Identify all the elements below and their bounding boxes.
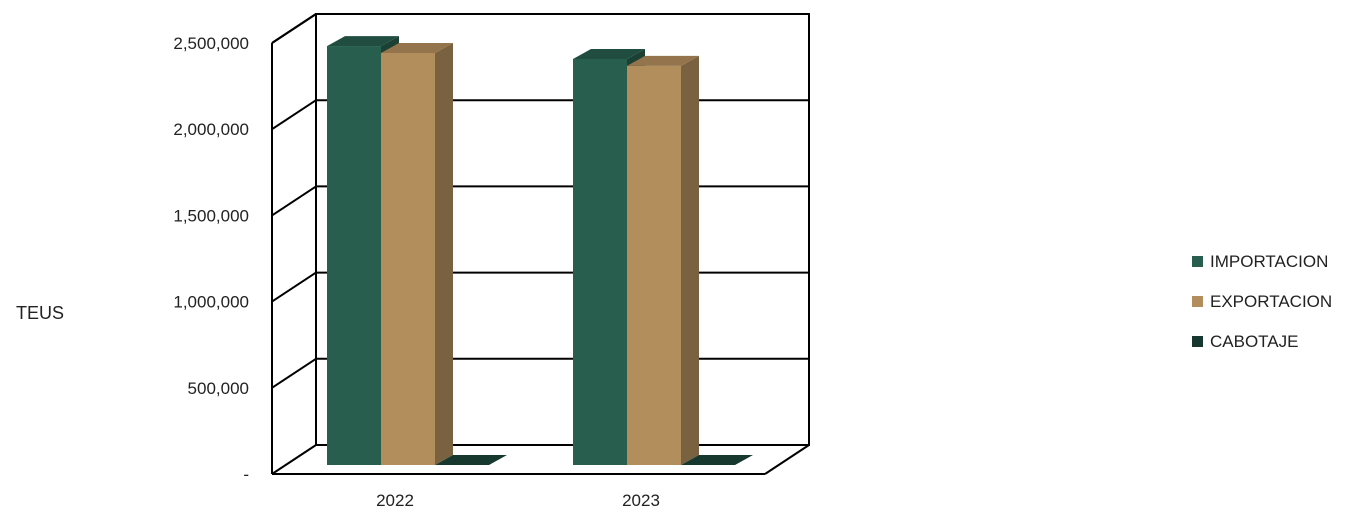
- bar-cabotaje-2022: [435, 455, 507, 465]
- gridline-side: [271, 271, 317, 303]
- legend-label: CABOTAJE: [1210, 332, 1298, 351]
- y-tick-label: 1,000,000: [173, 293, 249, 312]
- bar-importacion-2023-top: [573, 48, 645, 59]
- bar-importacion-2023: [573, 58, 627, 466]
- y-tick-label: 500,000: [188, 379, 249, 398]
- y-tick-label: 2,000,000: [173, 120, 249, 139]
- y-tick-label: 2,500,000: [173, 34, 249, 53]
- bar-exportacion-2022: [381, 52, 435, 466]
- bar-exportacion-2022-side: [435, 42, 453, 466]
- legend: IMPORTACION EXPORTACION CABOTAJE: [1192, 252, 1332, 351]
- gridline-side: [271, 185, 317, 217]
- bar-exportacion-2022-top: [381, 42, 453, 53]
- floor-left-edge: [271, 444, 317, 475]
- legend-swatch: [1192, 336, 1203, 347]
- bars: [327, 36, 753, 466]
- y-axis-label: TEUS: [16, 303, 64, 323]
- floor-right-edge: [764, 444, 810, 475]
- bar-importacion-2022: [327, 46, 381, 466]
- y-tick-label: -: [243, 465, 249, 484]
- legend-swatch: [1192, 256, 1203, 267]
- bar-importacion-2022-top: [327, 36, 399, 47]
- y-tick-label: 1,500,000: [173, 206, 249, 225]
- gridline-side: [271, 357, 317, 389]
- gridline-side: [271, 13, 317, 44]
- x-axis-ticks: 2022 2023: [376, 491, 660, 510]
- legend-label: IMPORTACION: [1210, 252, 1328, 271]
- bar-exportacion-2023-top: [627, 55, 699, 66]
- y-axis-ticks: - 500,000 1,000,000 1,500,000 2,000,000 2,500…: [173, 34, 249, 484]
- bar-exportacion-2023-side: [681, 55, 699, 465]
- x-tick-label: 2023: [622, 491, 660, 510]
- bar-exportacion-2023: [627, 65, 681, 466]
- legend-swatch: [1192, 296, 1203, 307]
- x-tick-label: 2022: [376, 491, 414, 510]
- gridline-side: [271, 99, 317, 131]
- legend-label: EXPORTACION: [1210, 292, 1332, 311]
- bar-cabotaje-2023: [681, 455, 753, 465]
